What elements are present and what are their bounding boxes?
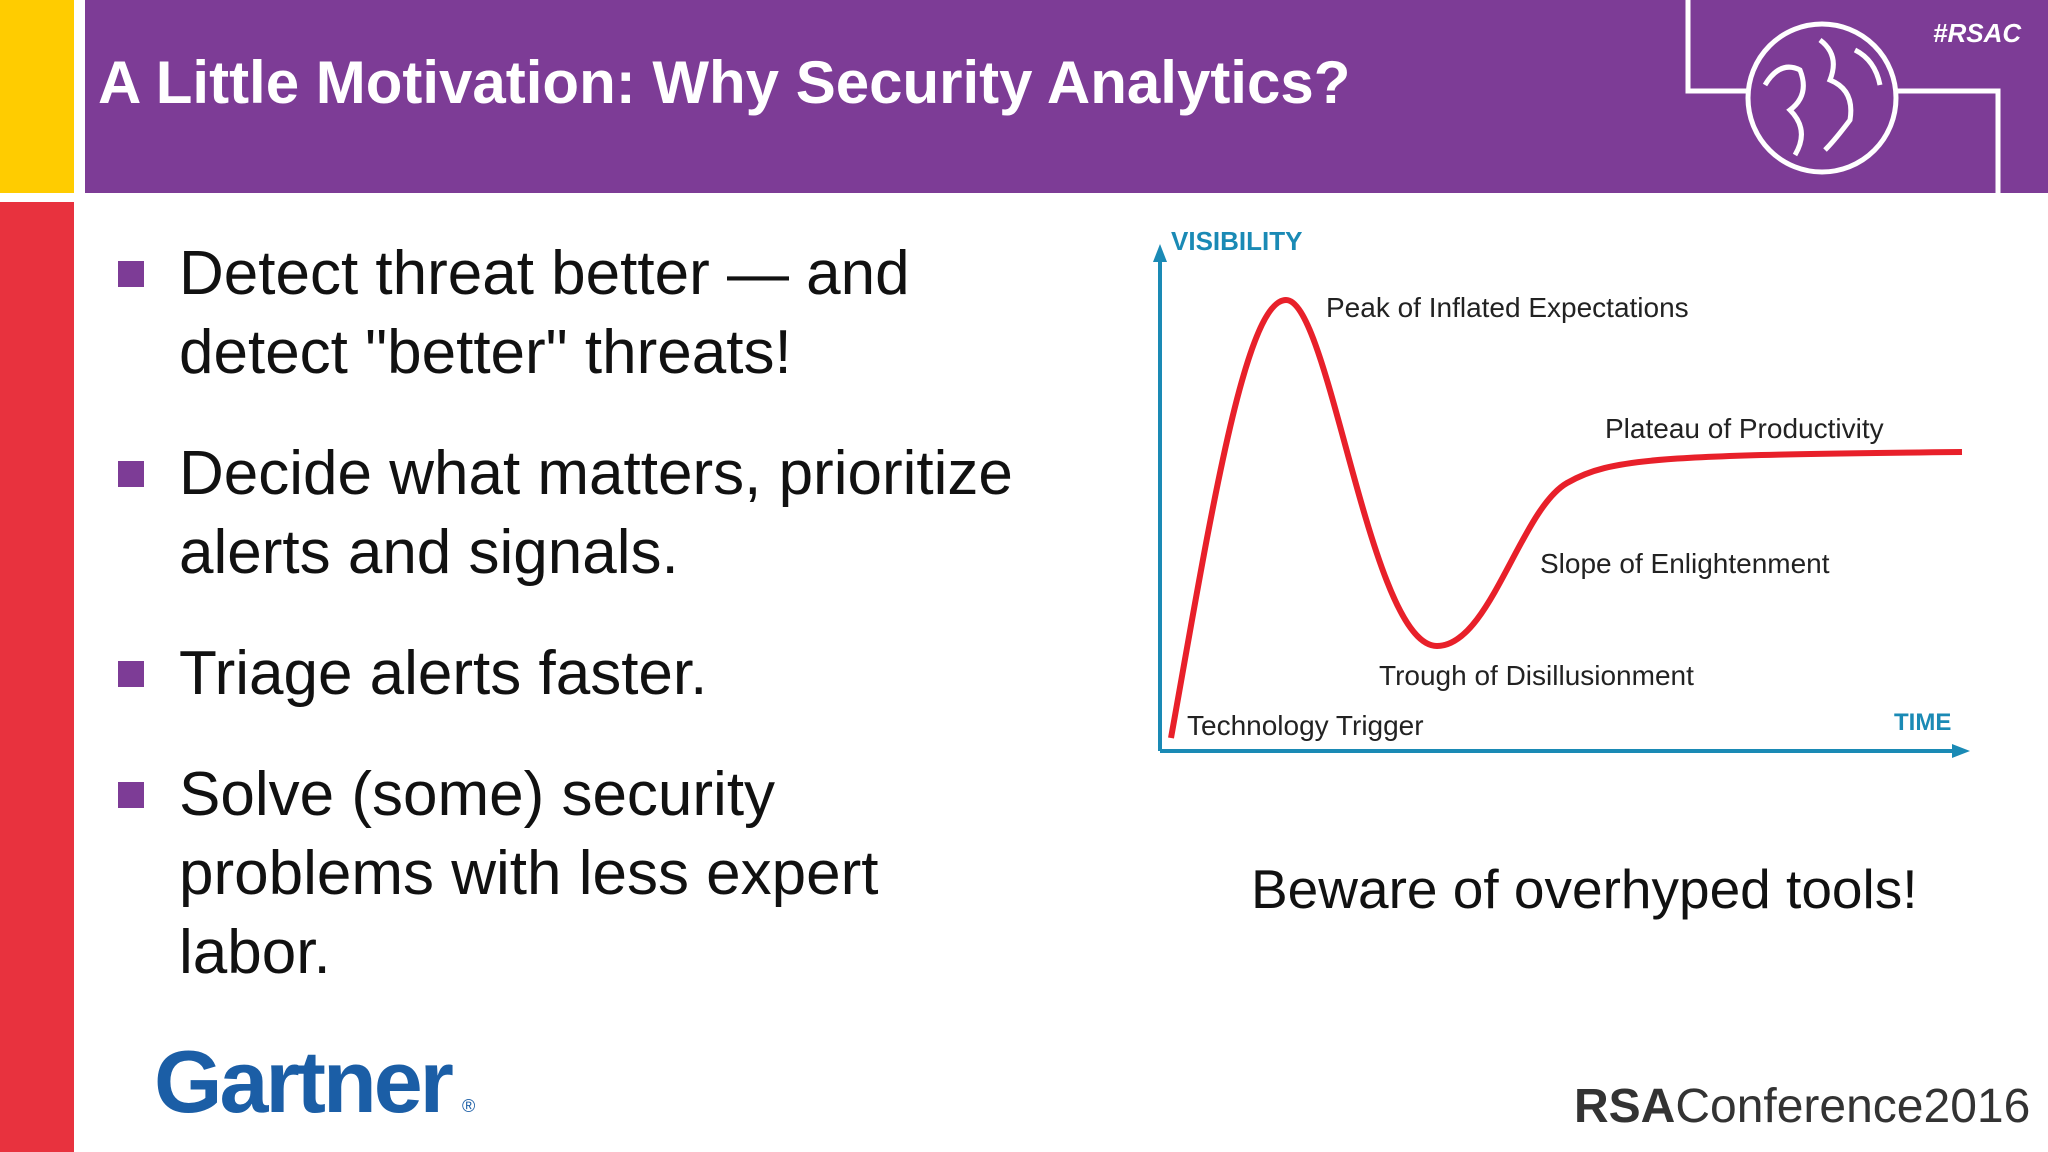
registered-mark: ® xyxy=(462,1096,475,1116)
gartner-logo: Gartner xyxy=(154,1032,453,1131)
yellow-bar xyxy=(0,0,74,193)
bullet-line: detect "better" threats! xyxy=(179,318,792,387)
hype-cycle: VISIBILITY TIME Technology Trigger Peak … xyxy=(1153,226,1970,758)
brand: RSA xyxy=(1574,1080,1675,1133)
bullet-line: Detect threat better — and xyxy=(179,239,910,308)
hashtag: #RSAC xyxy=(1933,18,2022,48)
bullet-marker xyxy=(118,261,144,287)
bullet-marker xyxy=(118,461,144,487)
bullet-line: problems with less expert xyxy=(179,839,879,908)
phase-label: Slope of Enlightenment xyxy=(1540,548,1830,579)
red-bar xyxy=(0,202,74,1152)
globe xyxy=(1745,21,1899,175)
x-arrow xyxy=(1952,744,1970,758)
x-axis-label: TIME xyxy=(1894,709,1951,736)
hype-curve xyxy=(1168,296,1963,739)
bullet-line: labor. xyxy=(179,918,331,987)
y-axis-label: VISIBILITY xyxy=(1171,226,1302,256)
phase-label: Peak of Inflated Expectations xyxy=(1326,292,1689,323)
bullet-line: alerts and signals. xyxy=(179,518,679,587)
y-arrow xyxy=(1153,244,1167,262)
caption: Beware of overhyped tools! xyxy=(1251,858,1918,920)
header-band xyxy=(85,0,2048,193)
event: Conference2016 xyxy=(1675,1080,2030,1133)
bullet-line: Solve (some) security xyxy=(179,760,776,829)
bullet-marker xyxy=(118,782,144,808)
conference-logo: RSAConference2016 xyxy=(1574,1080,2030,1133)
bullet-marker xyxy=(118,661,144,687)
phase-label: Technology Trigger xyxy=(1187,710,1424,741)
slide-title: A Little Motivation: Why Security Analyt… xyxy=(98,49,1351,116)
rsac-logo xyxy=(1685,0,2001,193)
logo-frame xyxy=(1685,0,2001,193)
bullet-line: Decide what matters, prioritize xyxy=(179,439,1013,508)
bullet-line: Triage alerts faster. xyxy=(179,639,708,708)
globe-land xyxy=(1762,38,1883,157)
phase-label: Plateau of Productivity xyxy=(1605,413,1884,444)
phase-label: Trough of Disillusionment xyxy=(1379,660,1694,691)
